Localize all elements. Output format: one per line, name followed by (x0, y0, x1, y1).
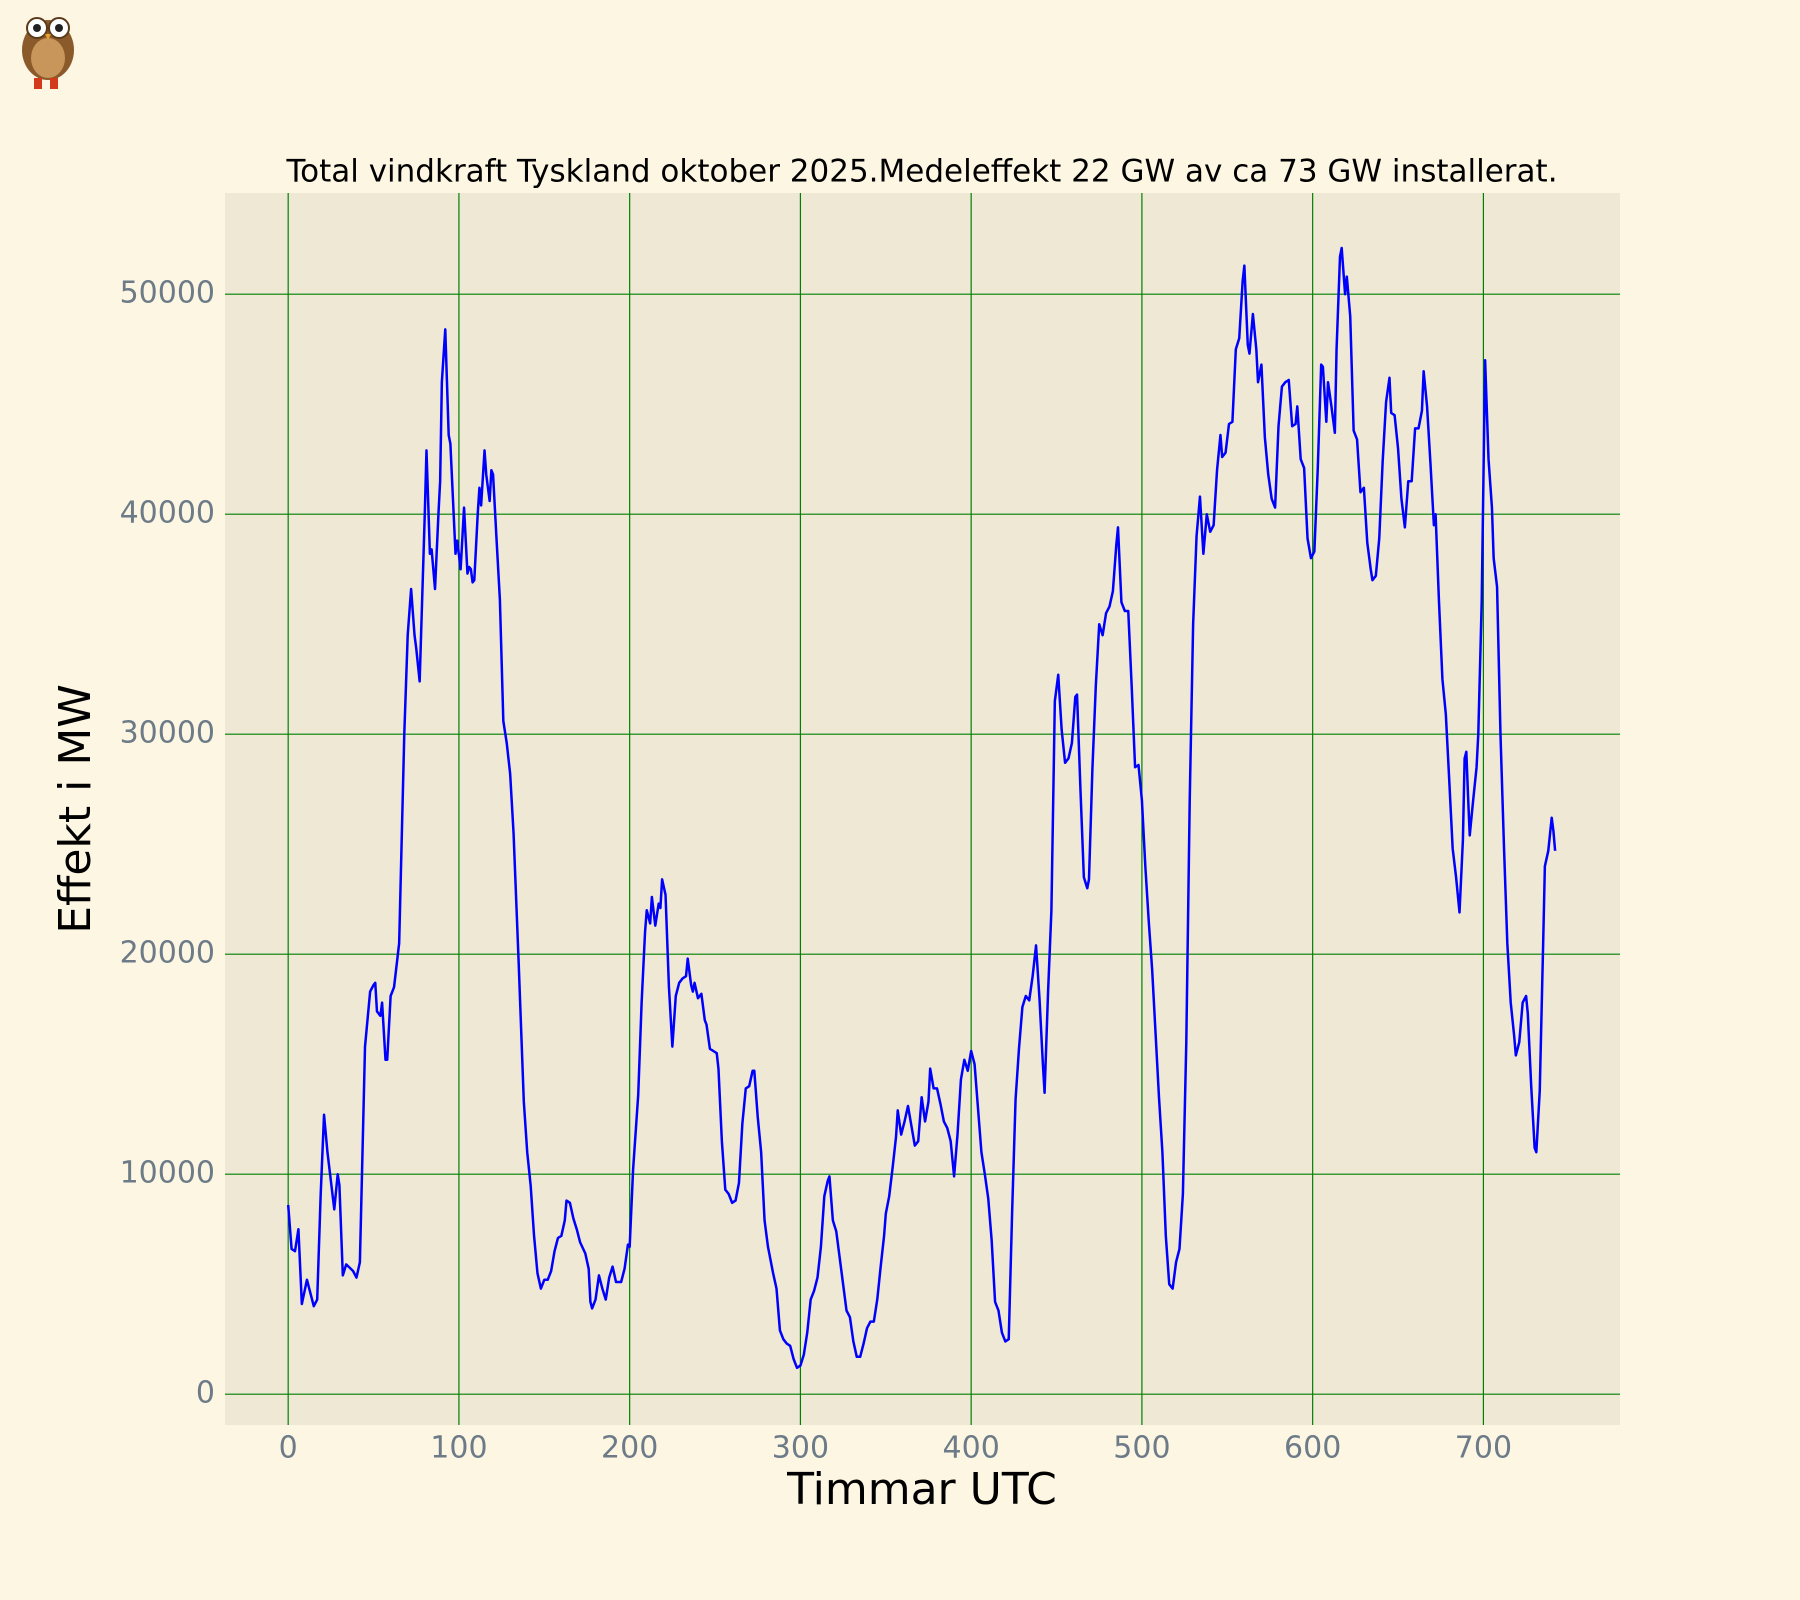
x-tick-label: 300 (772, 1431, 829, 1466)
y-axis-label: Effekt i MW (50, 684, 101, 934)
y-tick-label: 50000 (120, 276, 215, 311)
y-tick-label: 10000 (120, 1156, 215, 1191)
chart-title: Total vindkraft Tyskland oktober 2025.Me… (285, 154, 1557, 190)
owl-logo (22, 17, 74, 89)
x-tick-label: 700 (1455, 1431, 1512, 1466)
x-tick-label: 600 (1284, 1431, 1341, 1466)
data-line (286, 246, 1557, 1370)
plot (286, 246, 1557, 1370)
x-tick-label: 200 (601, 1431, 658, 1466)
x-tick-label: 500 (1113, 1431, 1170, 1466)
x-tick-label: 0 (279, 1431, 298, 1466)
x-tick-label: 100 (430, 1431, 487, 1466)
x-tick-label: 400 (943, 1431, 1000, 1466)
grid (225, 193, 1620, 1425)
x-axis-label: Timmar UTC (786, 1464, 1057, 1515)
plot-area (225, 193, 1620, 1425)
y-tick-label: 30000 (120, 716, 215, 751)
y-tick-label: 0 (196, 1376, 215, 1411)
y-tick-label: 40000 (120, 496, 215, 531)
y-tick-label: 20000 (120, 936, 215, 971)
